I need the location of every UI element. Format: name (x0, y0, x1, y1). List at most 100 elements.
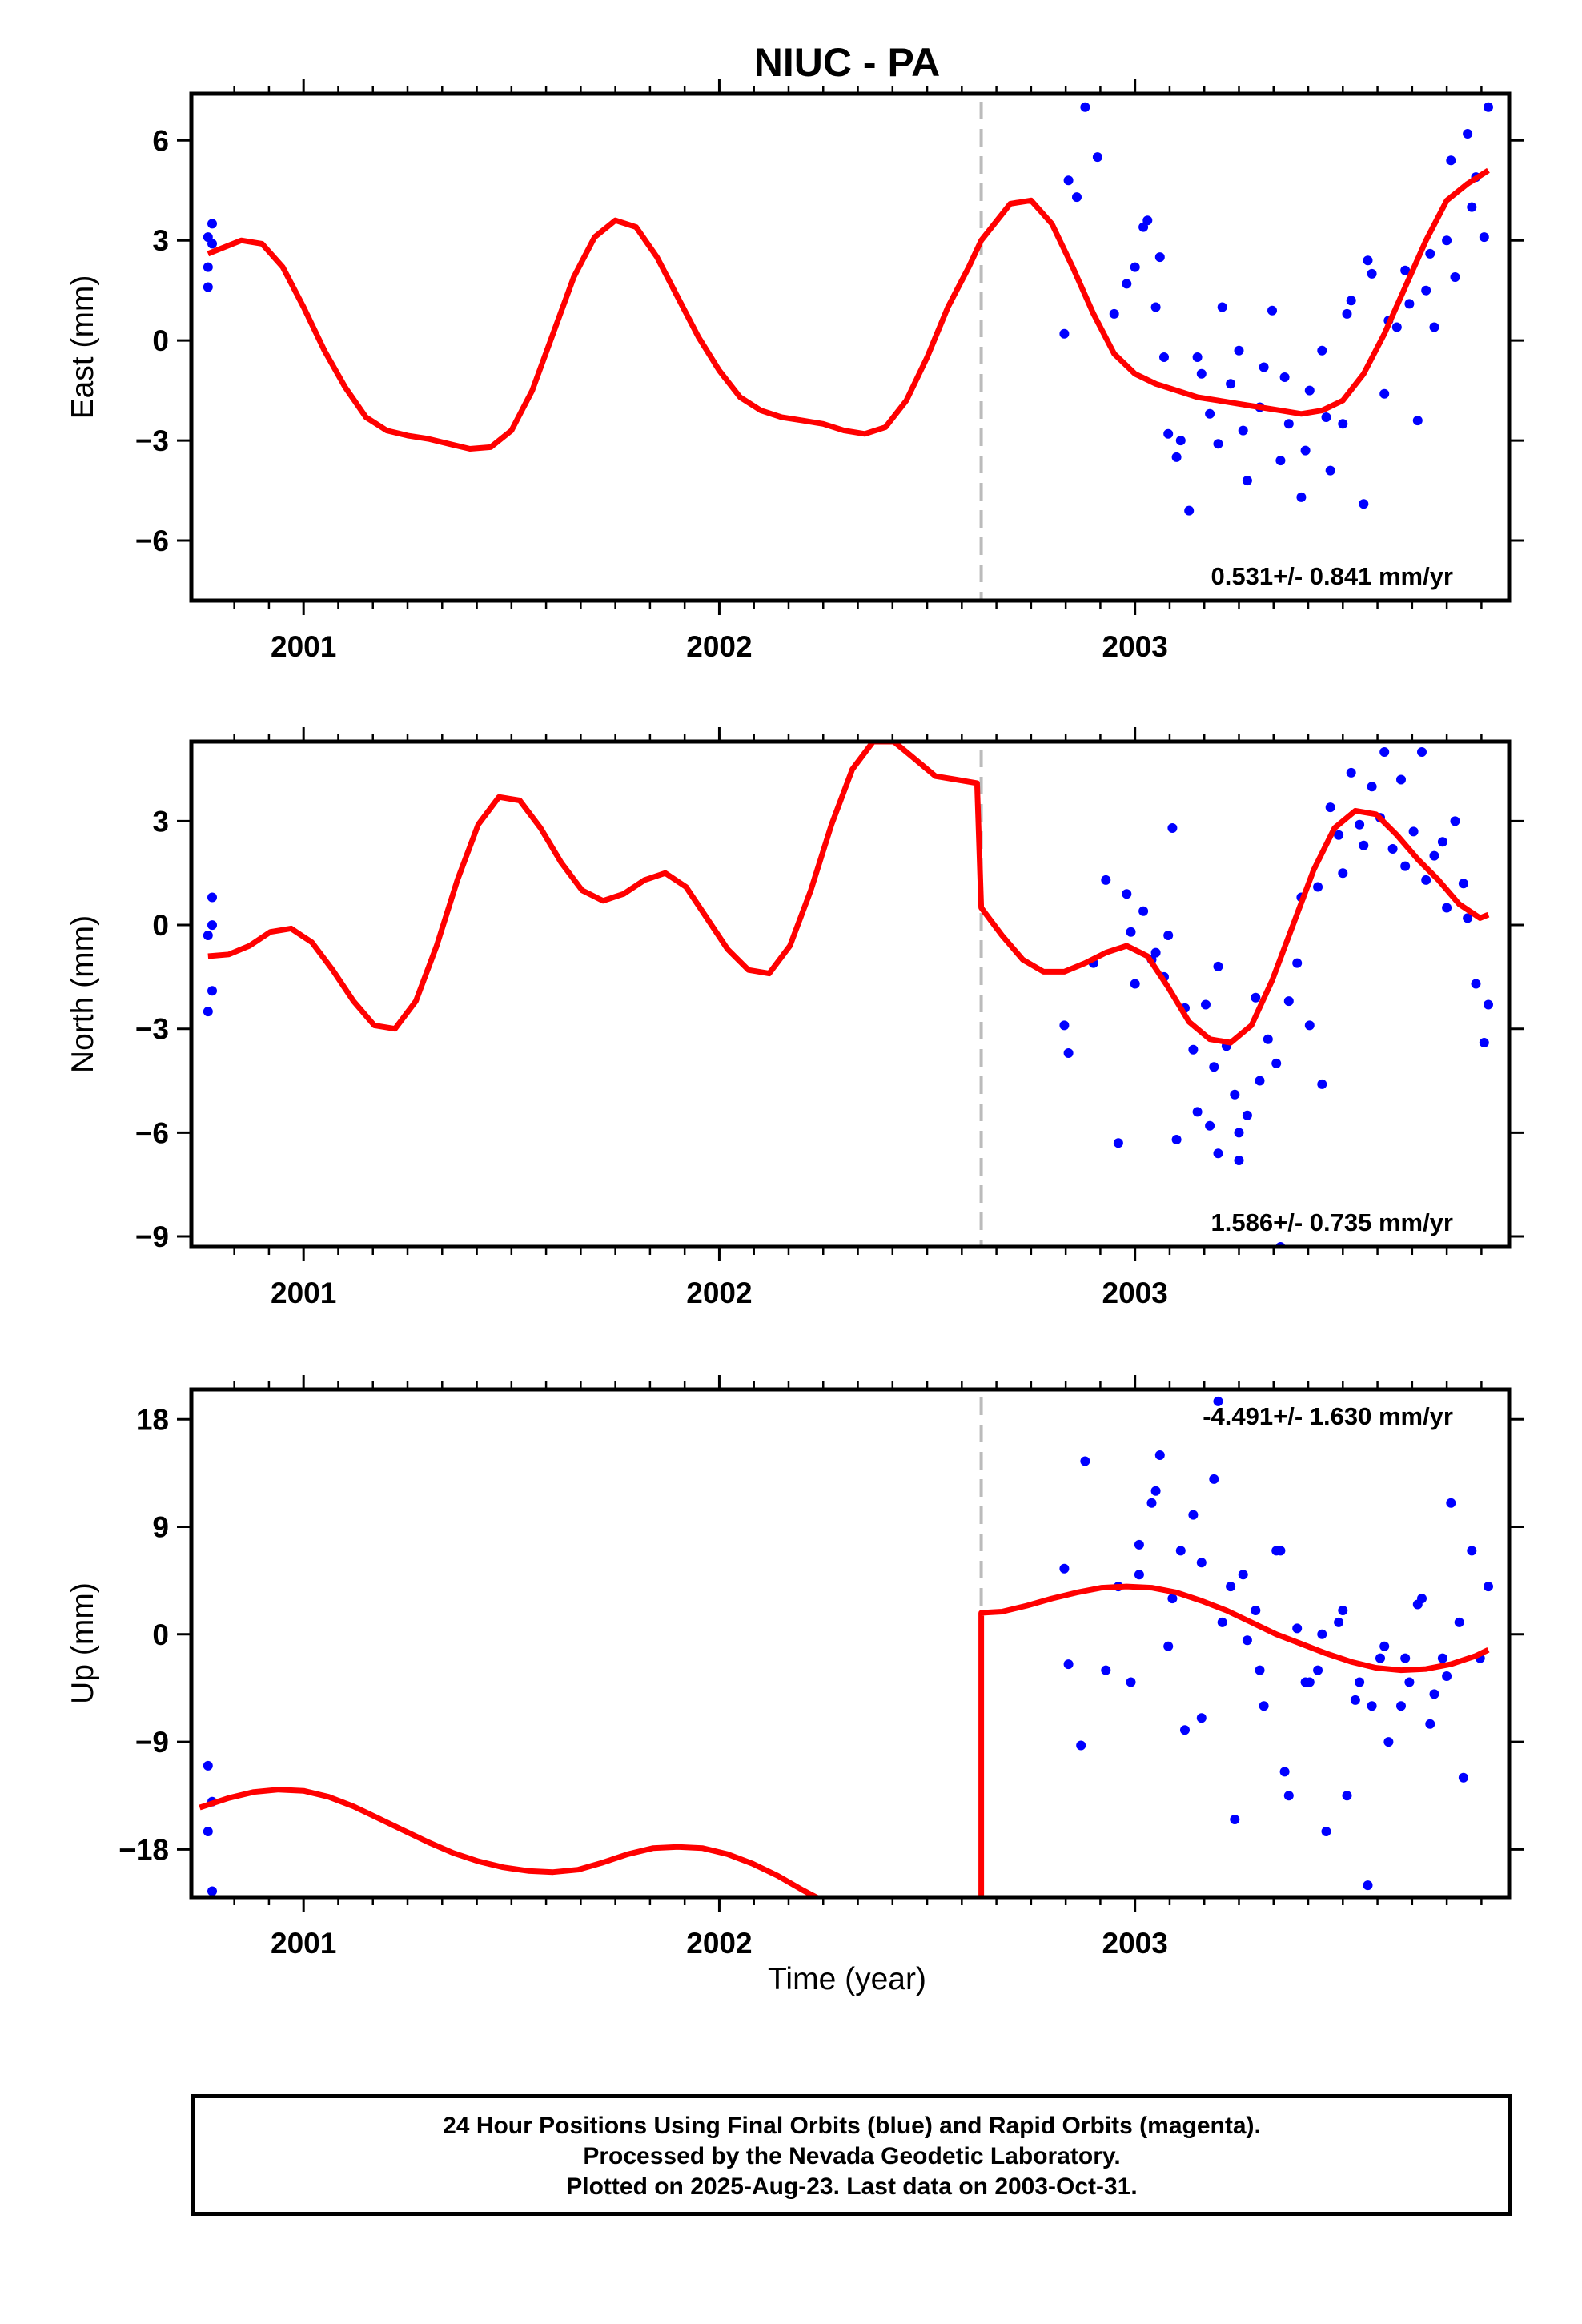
data-point (1171, 1135, 1182, 1144)
data-point (1255, 1076, 1265, 1086)
caption-line-3: Plotted on 2025-Aug-23. Last data on 200… (566, 2173, 1138, 2200)
data-point (1126, 1677, 1136, 1687)
data-point (1425, 248, 1435, 259)
data-point (1255, 1665, 1265, 1675)
data-point (1134, 1539, 1144, 1550)
x-tick-label: 2002 (686, 1277, 752, 1309)
data-point (1367, 782, 1377, 792)
y-tick-label: 6 (152, 124, 169, 157)
x-tick-label: 2002 (686, 1927, 752, 1960)
fit-line (207, 742, 1490, 1046)
y-tick-label: 0 (152, 324, 169, 357)
data-point (1458, 1772, 1468, 1783)
data-point (1146, 1498, 1157, 1508)
data-point (1412, 1599, 1423, 1610)
y-tick-label: −18 (118, 1833, 169, 1866)
y-tick-label: 3 (152, 805, 169, 838)
rate-label: 1.586+/- 0.735 mm/yr (1211, 1208, 1453, 1236)
data-point (1154, 252, 1165, 263)
data-point (1458, 879, 1468, 889)
data-point (1279, 1767, 1290, 1777)
data-point (1338, 419, 1348, 429)
data-point (1201, 999, 1211, 1010)
y-tick-label: 9 (152, 1511, 169, 1544)
y-axis-label: Up (mm) (66, 1582, 100, 1704)
data-point (1383, 1737, 1394, 1747)
y-tick-label: −6 (135, 525, 169, 557)
data-point (1209, 1062, 1219, 1072)
data-point (1446, 1498, 1456, 1508)
data-point (1379, 388, 1390, 399)
panel-3: 2001 2002 2003 −18 −9 0 9 18 Up (mm) -4.491+/- 1.… (66, 1375, 1524, 1960)
y-tick-label: −9 (135, 1220, 169, 1253)
data-point (1167, 1594, 1178, 1604)
data-point (1442, 1671, 1452, 1681)
fit-line (199, 1583, 1490, 1897)
data-point (203, 931, 213, 940)
data-point (1292, 1623, 1303, 1634)
data-point (1363, 255, 1373, 266)
data-point (1467, 202, 1477, 212)
data-point (1080, 1456, 1090, 1466)
data-point (1421, 875, 1431, 885)
data-point (1263, 1034, 1273, 1044)
data-point (1205, 408, 1215, 419)
plot-frame (189, 1387, 1512, 1900)
data-point (207, 219, 217, 229)
rate-label: 0.531+/- 0.841 mm/yr (1211, 562, 1453, 590)
data-point (1484, 999, 1493, 1010)
data-point (1059, 328, 1070, 339)
data-point (1342, 308, 1352, 319)
data-point (1313, 882, 1323, 892)
plot-frame (189, 739, 1512, 1249)
y-tick-label: 3 (152, 224, 169, 257)
data-point (1375, 1653, 1385, 1663)
data-point (1063, 1659, 1074, 1670)
data-point (1238, 1570, 1248, 1580)
data-point (1304, 385, 1315, 396)
data-point (1304, 1677, 1315, 1687)
data-point (1213, 961, 1223, 971)
data-point (1317, 345, 1327, 356)
data-point (1163, 1641, 1174, 1651)
data-point (1101, 1665, 1111, 1675)
data-point (1279, 372, 1290, 382)
data-point (1355, 1677, 1365, 1687)
data-point (1325, 465, 1335, 476)
data-point (203, 1007, 213, 1017)
panel-2: 2001 2002 2003 −9 −6 −3 0 3 North (mm) 1.586+/- 0… (66, 727, 1524, 1309)
y-tick-label: −3 (135, 1013, 169, 1046)
data-point (1467, 1546, 1477, 1556)
data-point (1226, 379, 1236, 389)
data-point (1175, 1546, 1186, 1556)
data-point (1063, 175, 1074, 186)
panels: 2001 2002 2003 −6 −3 0 3 6 East (mm) 0.531+/- 0.8… (66, 79, 1524, 1960)
data-point (1313, 1665, 1323, 1675)
data-point (1205, 1120, 1215, 1131)
plot-area (199, 1396, 1493, 1897)
data-point (1113, 1138, 1123, 1148)
data-point (1242, 1635, 1252, 1646)
data-point (1425, 1719, 1435, 1729)
y-axis-label: East (mm) (66, 275, 100, 420)
data-point (1154, 1450, 1165, 1460)
data-point (1338, 868, 1348, 879)
data-point (1442, 235, 1452, 246)
y-axis-label: North (mm) (66, 915, 100, 1073)
data-point (203, 1760, 213, 1771)
caption-line-1: 24 Hour Positions Using Final Orbits (bl… (443, 2113, 1261, 2139)
data-point (1325, 802, 1335, 813)
data-point (1259, 1701, 1269, 1711)
data-point (1059, 1563, 1070, 1574)
data-point (1412, 416, 1423, 426)
plot-area (203, 102, 1493, 601)
data-point (1196, 1713, 1207, 1723)
caption-box: 24 Hour Positions Using Final Orbits (bl… (191, 2094, 1512, 2216)
y-tick-label: −3 (135, 424, 169, 457)
x-tick-label: 2003 (1102, 630, 1168, 663)
data-point (207, 239, 217, 249)
plot-area (203, 742, 1493, 1247)
data-point (1463, 913, 1473, 923)
data-point (1226, 1582, 1236, 1592)
data-point (1192, 352, 1203, 362)
